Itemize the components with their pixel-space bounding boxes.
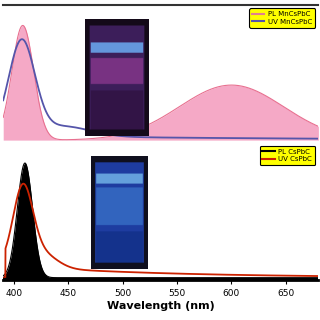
Legend: PL CsPbC, UV CsPbC: PL CsPbC, UV CsPbC — [260, 146, 315, 165]
Legend: PL MnCsPbC, UV MnCsPbC: PL MnCsPbC, UV MnCsPbC — [249, 8, 315, 28]
X-axis label: Wavelength (nm): Wavelength (nm) — [107, 301, 215, 311]
